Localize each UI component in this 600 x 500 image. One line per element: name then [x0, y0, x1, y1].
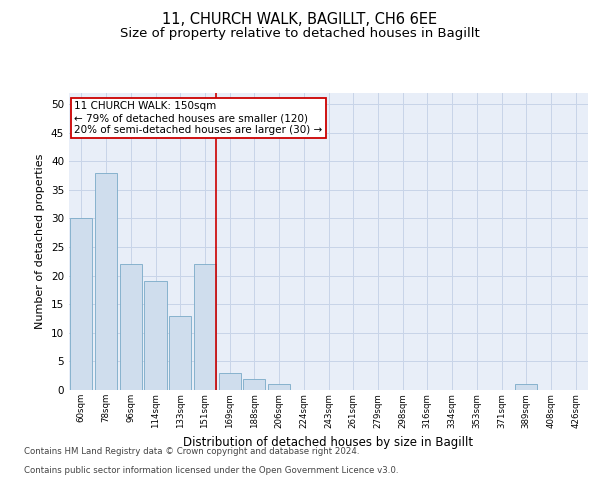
Y-axis label: Number of detached properties: Number of detached properties [35, 154, 46, 329]
Bar [95, 172, 117, 390]
Bar [515, 384, 538, 390]
Text: Contains public sector information licensed under the Open Government Licence v3: Contains public sector information licen… [24, 466, 398, 475]
X-axis label: Distribution of detached houses by size in Bagillt: Distribution of detached houses by size … [184, 436, 473, 449]
Bar [194, 264, 216, 390]
Bar [119, 264, 142, 390]
Text: 11 CHURCH WALK: 150sqm
← 79% of detached houses are smaller (120)
20% of semi-de: 11 CHURCH WALK: 150sqm ← 79% of detached… [74, 102, 322, 134]
Text: Contains HM Land Registry data © Crown copyright and database right 2024.: Contains HM Land Registry data © Crown c… [24, 448, 359, 456]
Bar [70, 218, 92, 390]
Bar [145, 282, 167, 390]
Bar [243, 378, 265, 390]
Bar [218, 373, 241, 390]
Bar [268, 384, 290, 390]
Bar [169, 316, 191, 390]
Text: Size of property relative to detached houses in Bagillt: Size of property relative to detached ho… [120, 28, 480, 40]
Text: 11, CHURCH WALK, BAGILLT, CH6 6EE: 11, CHURCH WALK, BAGILLT, CH6 6EE [163, 12, 437, 28]
